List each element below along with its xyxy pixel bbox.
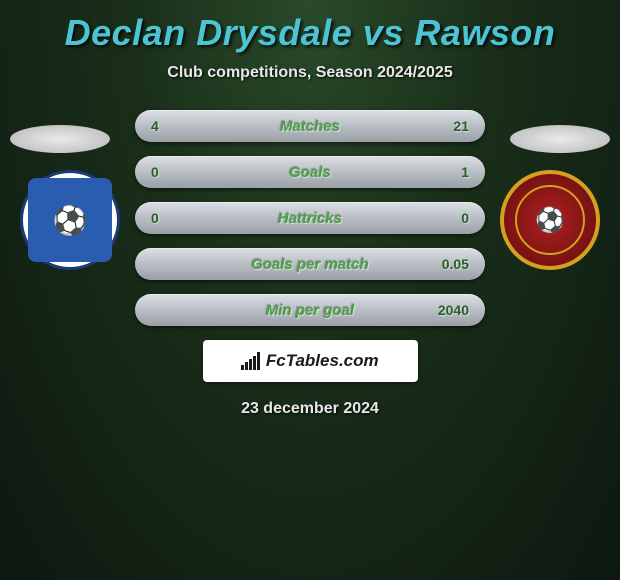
soccer-ball-icon: ⚽ [515,185,585,255]
page-title: Declan Drysdale vs Rawson [0,0,620,54]
left-club-logo: ⚽ [20,170,120,270]
stat-row-goals: 0 Goals 1 [135,156,485,188]
stat-row-goals-per-match: Goals per match 0.05 [135,248,485,280]
left-ellipse [10,125,110,153]
stat-row-matches: 4 Matches 21 [135,110,485,142]
stat-right-value: 2040 [438,302,469,318]
soccer-ball-icon: ⚽ [28,178,112,262]
brand-badge: FcTables.com [203,340,418,382]
right-ellipse [510,125,610,153]
stat-label: Matches [135,118,485,135]
stat-label: Hattricks [135,210,485,227]
stats-container: ⚽ ⚽ 4 Matches 21 0 Goals 1 0 Hattricks 0… [0,110,620,418]
stat-label: Min per goal [135,302,485,319]
stat-right-value: 21 [453,118,469,134]
stat-right-value: 0.05 [442,256,469,272]
subtitle: Club competitions, Season 2024/2025 [0,64,620,82]
right-club-logo: ⚽ [500,170,600,270]
stat-row-min-per-goal: Min per goal 2040 [135,294,485,326]
stat-label: Goals per match [135,256,485,273]
date-text: 23 december 2024 [0,400,620,418]
brand-text: FcTables.com [266,351,379,371]
stat-right-value: 1 [461,164,469,180]
stat-right-value: 0 [461,210,469,226]
stat-row-hattricks: 0 Hattricks 0 [135,202,485,234]
stat-label: Goals [135,164,485,181]
bar-chart-icon [241,352,260,370]
